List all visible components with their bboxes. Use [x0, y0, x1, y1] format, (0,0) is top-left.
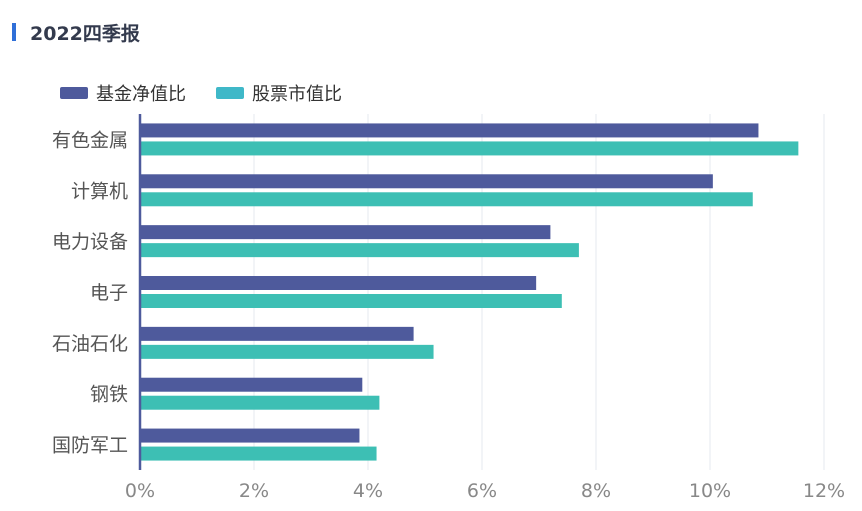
category-label: 石油石化 — [52, 333, 128, 355]
x-tick-label: 2% — [239, 480, 269, 502]
bar-market — [140, 395, 380, 410]
title-accent-bar — [12, 23, 16, 41]
category-label: 钢铁 — [90, 384, 128, 406]
legend-label-market: 股票市值比 — [252, 84, 342, 105]
legend: 基金净值比 股票市值比 — [60, 80, 372, 106]
bar-fund — [140, 326, 414, 341]
category-label: 电子 — [90, 282, 128, 304]
legend-item-market[interactable]: 股票市值比 — [216, 80, 342, 106]
bar-market — [140, 446, 377, 461]
bar-fund — [140, 225, 551, 240]
x-tick-label: 6% — [467, 480, 497, 502]
legend-label-fund: 基金净值比 — [96, 84, 186, 105]
bar-market — [140, 192, 753, 207]
bar-fund — [140, 123, 759, 138]
category-label: 国防军工 — [52, 435, 128, 457]
x-tick-label: 4% — [353, 480, 383, 502]
legend-swatch-fund — [60, 87, 88, 99]
x-tick-label: 8% — [581, 480, 611, 502]
bar-market — [140, 344, 434, 359]
legend-item-fund[interactable]: 基金净值比 — [60, 80, 186, 106]
bar-fund — [140, 428, 360, 443]
chart-title: 2022四季报 — [30, 22, 140, 45]
legend-swatch-market — [216, 87, 244, 99]
category-label: 计算机 — [71, 180, 128, 202]
bar-fund — [140, 276, 537, 290]
bar-fund — [140, 377, 363, 392]
bar-market — [140, 243, 579, 258]
x-tick-label: 12% — [803, 480, 845, 502]
category-label: 电力设备 — [52, 231, 128, 253]
bar-market — [140, 141, 799, 156]
bar-market — [140, 294, 562, 308]
x-tick-label: 10% — [689, 480, 731, 502]
x-tick-label: 0% — [125, 480, 155, 502]
chart-header: 2022四季报 — [12, 20, 140, 45]
category-label: 有色金属 — [52, 129, 128, 151]
bar-fund — [140, 174, 713, 189]
